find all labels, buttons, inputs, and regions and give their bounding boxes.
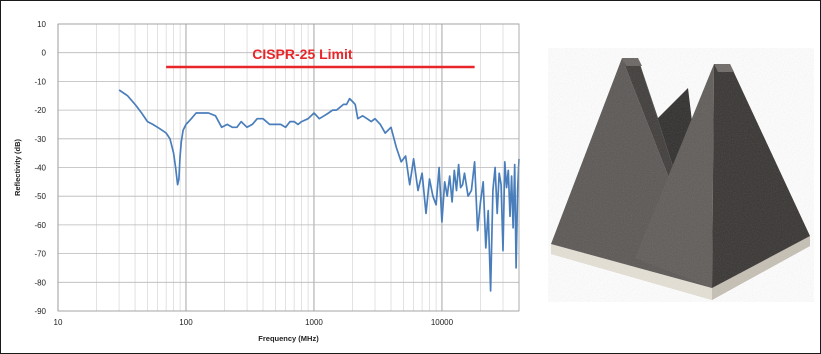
x-axis-ticks: 10 100 1000 10000 <box>54 318 454 327</box>
y-tick-label: -60 <box>34 221 46 230</box>
x-tick-label: 10 <box>54 318 63 327</box>
y-tick-label: -10 <box>34 77 46 86</box>
x-tick-label: 1000 <box>305 318 323 327</box>
y-axis-ticks: 10 0 -10 -20 -30 -40 -50 -60 -70 -80 -90 <box>34 20 46 316</box>
x-axis-title: Frequency (MHz) <box>258 334 319 343</box>
absorber-foam-image <box>548 48 814 302</box>
plot-area-border <box>57 23 520 312</box>
foam-pyramids <box>548 48 814 302</box>
y-tick-label: -50 <box>34 192 46 201</box>
reflectivity-series-line <box>118 89 520 292</box>
y-tick-label: -20 <box>34 106 46 115</box>
y-tick-label: -40 <box>34 164 46 173</box>
y-tick-label: -30 <box>34 135 46 144</box>
cispr-limit-label: CISPR-25 Limit <box>252 46 353 62</box>
cispr-limit: CISPR-25 Limit <box>166 46 475 69</box>
y-tick-label: 0 <box>42 49 47 58</box>
y-tick-label: -80 <box>34 278 46 287</box>
x-tick-label: 10000 <box>431 318 454 327</box>
reflectivity-chart: 100-10-20-30-40-50-60-70-80-90 10 100 1000… <box>13 20 520 343</box>
y-tick-label: -90 <box>34 307 46 316</box>
y-tick-label: -70 <box>34 250 46 259</box>
x-tick-label: 100 <box>179 318 193 327</box>
y-tick-label: 10 <box>37 20 46 29</box>
y-axis-title: Reflectivity (dB) <box>13 138 22 196</box>
